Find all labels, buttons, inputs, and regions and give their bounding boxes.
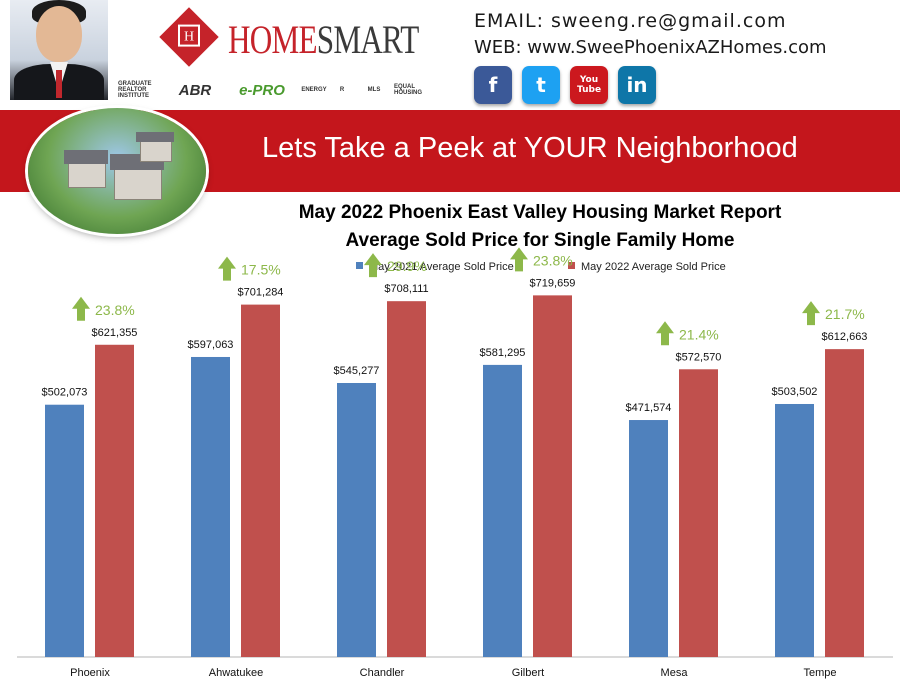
x-tick-label: Phoenix [70, 667, 110, 679]
bar [387, 301, 426, 657]
bar [45, 404, 84, 657]
change-annotation: 23.8% [533, 252, 573, 268]
data-label: $572,570 [676, 351, 722, 363]
up-arrow-icon [656, 321, 674, 346]
banner-title: Lets Take a Peek at YOUR Neighborhood [262, 132, 798, 164]
change-annotation: 23.8% [95, 302, 135, 318]
certification-badges: GRADUATE REALTOR INSTITUTE ABR e-PRO ENERGY… [118, 78, 422, 104]
certification-badge: R [339, 87, 345, 93]
data-label: $597,063 [188, 339, 234, 351]
bar [337, 382, 376, 657]
change-annotation: 29.9% [387, 258, 427, 274]
x-tick-label: Chandler [360, 667, 405, 679]
x-tick-label: Gilbert [512, 667, 544, 679]
facebook-icon[interactable]: f [474, 66, 512, 104]
bar [825, 349, 864, 657]
up-arrow-icon [510, 247, 528, 272]
change-annotation: 17.5% [241, 262, 281, 278]
x-tick-label: Ahwatukee [209, 667, 263, 679]
x-tick-label: Mesa [661, 667, 689, 679]
bar [191, 356, 230, 657]
bar [483, 364, 522, 657]
neighborhood-globe-image [28, 108, 206, 234]
certification-badge: ABR [178, 81, 212, 99]
legend-swatch [568, 262, 575, 269]
change-annotation: 21.4% [679, 326, 719, 342]
legend-label: May 2022 Average Sold Price [581, 261, 726, 273]
data-label: $581,295 [480, 347, 526, 359]
up-arrow-icon [802, 301, 820, 326]
contact-email: EMAIL: sweeng.re@gmail.com [474, 10, 787, 32]
bar [775, 403, 814, 657]
agent-photo [10, 0, 108, 100]
certification-badge: ENERGY [301, 87, 327, 93]
data-label: $719,659 [530, 277, 576, 289]
change-annotation: 21.7% [825, 306, 865, 322]
data-label: $708,111 [384, 283, 428, 295]
data-label: $701,284 [238, 287, 284, 299]
chart-title: May 2022 Phoenix East Valley Housing Mar… [299, 202, 782, 223]
bar [533, 295, 572, 657]
legend-label: May 2021 Average Sold Price [369, 261, 514, 273]
up-arrow-icon [218, 256, 236, 281]
x-tick-label: Tempe [803, 667, 836, 679]
data-label: $502,073 [42, 387, 88, 399]
data-label: $503,502 [772, 386, 818, 398]
youtube-icon[interactable]: You Tube [570, 66, 608, 104]
up-arrow-icon [72, 296, 90, 321]
certification-badge: GRADUATE REALTOR INSTITUTE [118, 81, 152, 99]
homesmart-logo: H HOMESMART [159, 7, 419, 70]
legend-swatch [356, 262, 363, 269]
bar [679, 369, 718, 657]
linkedin-icon[interactable]: in [618, 66, 656, 104]
certification-badge: EQUAL HOUSING [394, 84, 423, 96]
contact-web: WEB: www.SweePhoenixAZHomes.com [474, 37, 827, 58]
certification-badge: e-PRO [239, 81, 285, 99]
header: H HOMESMART GRADUATE REALTOR INSTITUTE AB… [0, 0, 900, 108]
data-label: $621,355 [92, 327, 138, 339]
bar [241, 304, 280, 657]
social-links: f t You Tube in [474, 66, 664, 104]
data-label: $471,574 [626, 402, 672, 414]
bar [629, 420, 668, 657]
data-label: $545,277 [334, 365, 380, 377]
bar [95, 344, 134, 657]
certification-badge: MLS [367, 87, 381, 93]
data-label: $612,663 [822, 331, 868, 343]
chart-subtitle: Average Sold Price for Single Family Hom… [346, 230, 735, 251]
up-arrow-icon [364, 253, 382, 278]
twitter-icon[interactable]: t [522, 66, 560, 104]
